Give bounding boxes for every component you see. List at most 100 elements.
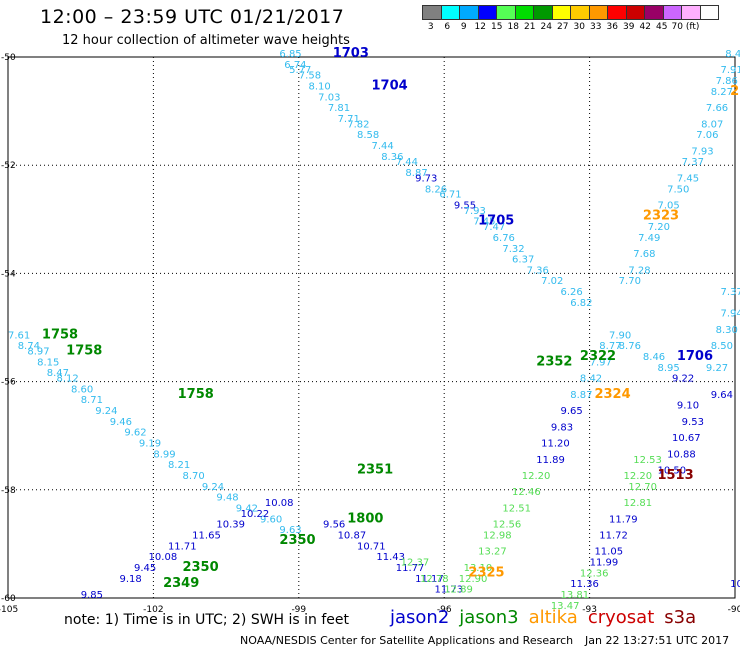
track-time-label: 2351: [357, 463, 393, 478]
wave-height-value: 9.48: [216, 493, 238, 504]
track-time-label: 1703: [333, 46, 369, 61]
wave-height-value: 5.77: [289, 65, 311, 76]
wave-height-value: 13.47: [551, 601, 580, 612]
wave-height-value: 8.77: [599, 341, 621, 352]
wave-height-value: 9.10: [677, 401, 699, 412]
wave-height-value: 9.64: [711, 390, 733, 401]
wave-height-value: 8.15: [37, 357, 59, 368]
legend-jason3: jason3: [459, 607, 519, 628]
track-time-label: 2: [730, 84, 739, 99]
track-time-label: 2322: [580, 349, 616, 364]
lat-tick-label: -50: [1, 53, 16, 63]
track-time-label: 2323: [643, 208, 679, 223]
track-time-label: 2352: [536, 354, 572, 369]
wave-height-value: 7.82: [347, 119, 369, 130]
wave-height-value: 7.02: [541, 276, 563, 287]
color-scale-label: 24: [540, 22, 552, 32]
wave-height-value: 11.05: [594, 547, 623, 558]
wave-height-value: 7.61: [8, 330, 30, 341]
wave-height-value: 7.36: [527, 265, 549, 276]
wave-height-value: 9.24: [202, 482, 224, 493]
wave-height-value: 8.87: [570, 390, 592, 401]
wave-height-value: 8.97: [27, 347, 49, 358]
track-time-label: 2350: [279, 533, 315, 548]
wave-height-value: 10.87: [338, 530, 367, 541]
timestamp-text: Jan 22 13:27:51 UTC 2017: [585, 634, 730, 647]
legend-cryosat: cryosat: [587, 607, 655, 628]
wave-height-value: 7.49: [638, 233, 660, 244]
wave-height-value: 7.45: [473, 217, 495, 228]
wave-height-value: 11.72: [599, 530, 628, 541]
wave-height-value: 10.50: [657, 466, 686, 477]
wave-height-value: 9.60: [260, 514, 282, 525]
wave-height-value: 8.50: [711, 341, 733, 352]
lon-tick-label: -102: [143, 605, 163, 615]
wave-height-value: 9.62: [124, 428, 146, 439]
wave-height-value: 9.24: [95, 406, 117, 417]
wave-height-value: 9.22: [672, 374, 694, 385]
lat-tick-label: -60: [1, 594, 16, 604]
wave-height-value: 9.46: [110, 417, 132, 428]
wave-height-value: 7.90: [609, 330, 631, 341]
wave-height-value: 8.27: [711, 87, 733, 98]
wave-height-value: 11.89: [536, 455, 565, 466]
wave-height-value: 7.20: [648, 222, 670, 233]
wave-height-value: 10.71: [357, 541, 386, 552]
track-time-label: 1800: [347, 511, 383, 526]
wave-height-value: 9.18: [119, 574, 141, 585]
wave-height-value: 8.30: [716, 325, 738, 336]
wave-height-value: 7.37: [682, 157, 704, 168]
wave-height-value: 9.45: [134, 563, 156, 574]
wave-height-value: 7.68: [633, 249, 655, 260]
track-time-label: 1513: [657, 468, 693, 483]
wave-height-value: 12.98: [483, 530, 512, 541]
wave-height-value: 8.95: [657, 363, 679, 374]
lat-tick-label: -54: [1, 269, 16, 279]
wave-height-value: 8.99: [153, 449, 175, 460]
wave-height-value: 12.36: [580, 568, 609, 579]
track-time-label: 1706: [677, 349, 713, 364]
wave-height-value: 6.37: [512, 255, 534, 266]
wave-height-value: 10.88: [667, 449, 696, 460]
track-time-label: 1758: [178, 387, 214, 402]
color-scale-label: 36: [606, 22, 618, 32]
wave-height-value: 7.97: [590, 357, 612, 368]
wave-height-value: 13.27: [478, 547, 507, 558]
wave-height-value: 8.87: [405, 168, 427, 179]
track-time-label: 2325: [468, 565, 504, 580]
wave-height-value: 12.37: [401, 558, 430, 569]
credit-text: NOAA/NESDIS Center for Satellite Applica…: [240, 634, 574, 647]
wave-height-value: 10.39: [216, 520, 245, 531]
wave-height-value: 7.94: [720, 309, 740, 320]
lon-tick-label: -93: [582, 605, 597, 615]
color-scale-label: 27: [557, 22, 569, 32]
wave-height-value: 13.81: [561, 590, 590, 601]
wave-height-value: 12.53: [633, 455, 662, 466]
legend-altika: altika: [528, 607, 578, 628]
wave-height-value: 7.86: [716, 76, 738, 87]
wave-height-value: 9.27: [706, 363, 728, 374]
wave-height-value: 6.26: [561, 287, 583, 298]
track-time-label: 2350: [182, 560, 218, 575]
wave-height-value: 13.10: [464, 563, 493, 574]
track-time-label: 2324: [594, 387, 630, 402]
color-scale-label: 33: [590, 22, 602, 32]
track-time-label: 1758: [66, 344, 102, 359]
wave-height-value: 7.93: [691, 146, 713, 157]
color-scale-labels: 3 6 9 12 15 18 21 24 27 30 33 36 39 42 45 70 (ft): [422, 22, 700, 32]
legend-s3a: s3a: [664, 607, 697, 628]
wave-height-value: 11.99: [590, 558, 619, 569]
wave-height-value: 12.90: [459, 574, 488, 585]
wave-height-value: 7.28: [628, 265, 650, 276]
wave-height-value: 11.73: [435, 585, 464, 596]
wave-height-value: 12.81: [624, 498, 653, 509]
track-time-label: 1705: [478, 214, 514, 229]
wave-height-value: 9.63: [279, 525, 301, 536]
wave-height-value: 8.21: [168, 460, 190, 471]
wave-height-value: 9.56: [323, 520, 345, 531]
wave-height-value: 7.58: [299, 71, 321, 82]
lon-tick-label: -99: [291, 605, 306, 615]
wave-height-value: 6.85: [279, 49, 301, 60]
wave-height-value: 12.51: [502, 503, 531, 514]
wave-height-value: 8.60: [71, 384, 93, 395]
